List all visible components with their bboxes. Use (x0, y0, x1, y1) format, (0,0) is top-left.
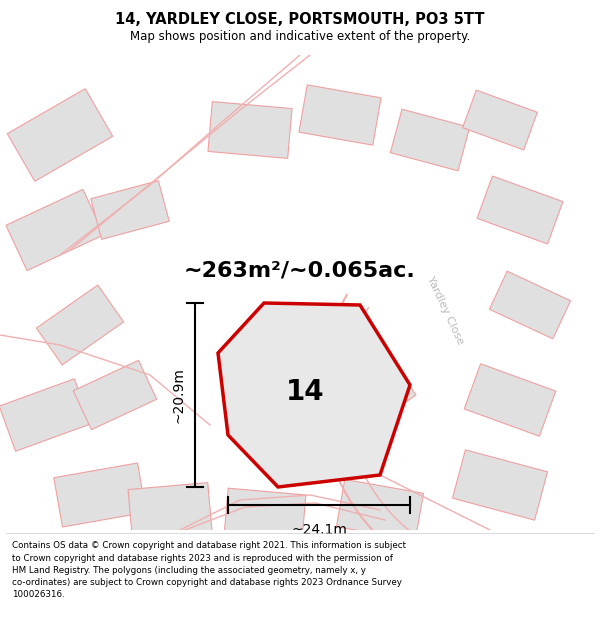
Polygon shape (224, 488, 306, 542)
Text: Contains OS data © Crown copyright and database right 2021. This information is : Contains OS data © Crown copyright and d… (12, 541, 406, 599)
Polygon shape (299, 85, 381, 145)
Polygon shape (0, 379, 91, 451)
Text: ~24.1m: ~24.1m (291, 523, 347, 537)
Polygon shape (54, 463, 146, 527)
Text: ~20.9m: ~20.9m (171, 367, 185, 423)
Polygon shape (294, 338, 416, 452)
Polygon shape (7, 89, 113, 181)
Polygon shape (128, 482, 212, 538)
Polygon shape (91, 181, 169, 239)
Polygon shape (6, 189, 104, 271)
Polygon shape (73, 360, 157, 430)
Polygon shape (208, 102, 292, 158)
Text: Yardley Close: Yardley Close (425, 274, 465, 346)
Text: 14: 14 (286, 378, 325, 406)
Polygon shape (37, 285, 124, 365)
Text: ~263m²/~0.065ac.: ~263m²/~0.065ac. (184, 260, 416, 280)
Polygon shape (452, 450, 548, 520)
Polygon shape (463, 90, 538, 150)
Polygon shape (477, 176, 563, 244)
Polygon shape (337, 479, 424, 541)
Text: 14, YARDLEY CLOSE, PORTSMOUTH, PO3 5TT: 14, YARDLEY CLOSE, PORTSMOUTH, PO3 5TT (115, 12, 485, 27)
Polygon shape (490, 271, 571, 339)
Polygon shape (464, 364, 556, 436)
Polygon shape (391, 109, 470, 171)
Text: Map shows position and indicative extent of the property.: Map shows position and indicative extent… (130, 30, 470, 43)
Polygon shape (218, 303, 410, 487)
